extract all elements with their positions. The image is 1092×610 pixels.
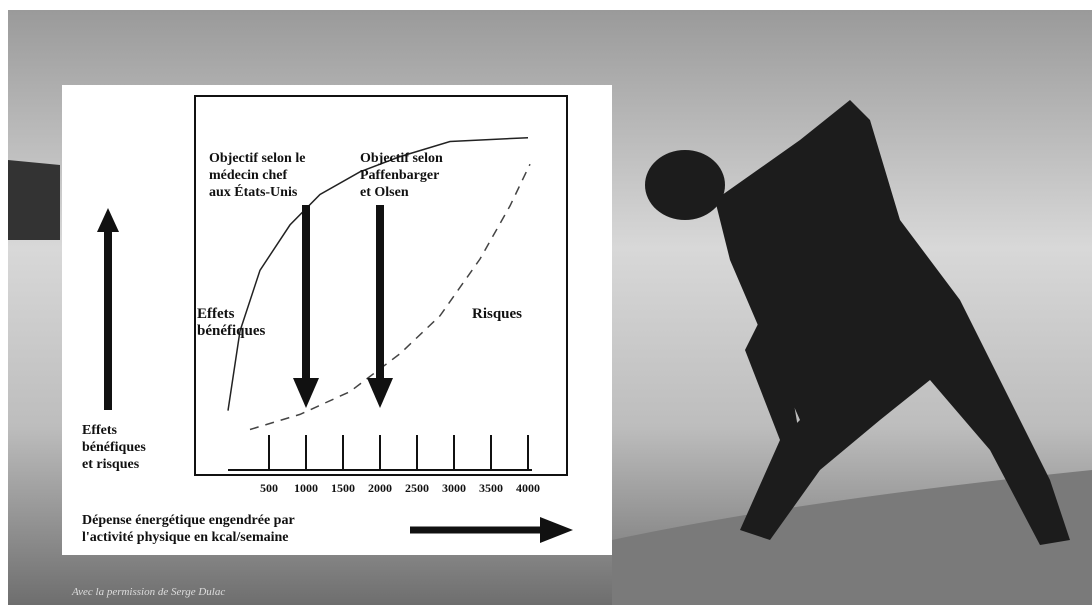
annotation: Paffenbarger (360, 168, 439, 183)
annotation: Objectif selon le (209, 151, 305, 166)
x-tick-label: 3000 (442, 481, 466, 495)
credit: Avec la permission de Serge Dulac (71, 586, 225, 598)
y-axis-label: et risques (82, 457, 140, 472)
annotation: médecin chef (209, 168, 287, 183)
fo: Effets bénéfiques (197, 306, 297, 346)
page: Avec la permission de Serge Dulac 500 100… (0, 0, 1092, 605)
x-axis-label: Dépense énergétique engendrée par (82, 513, 295, 528)
x-tick-label: 500 (260, 481, 278, 495)
fo: Risques (472, 306, 552, 346)
x-tick-label: 2000 (368, 481, 392, 495)
x-tick-label: 4000 (516, 481, 540, 495)
annotation: aux États-Unis (209, 183, 298, 200)
x-tick-label: 1000 (294, 481, 318, 495)
annotation: Objectif selon (360, 151, 443, 166)
series-label: Risques (472, 306, 552, 323)
series-label: Effets bénéfiques (197, 306, 297, 340)
x-tick-label: 2500 (405, 481, 429, 495)
figure: Avec la permission de Serge Dulac 500 100… (0, 0, 1092, 605)
y-axis-label: Effets (82, 423, 118, 438)
y-axis-label: bénéfiques (82, 440, 146, 455)
x-tick-label: 1500 (331, 481, 355, 495)
rock (8, 160, 60, 240)
x-tick-label: 3500 (479, 481, 503, 495)
annotation: et Olsen (360, 185, 409, 200)
x-axis-label: l'activité physique en kcal/semaine (82, 530, 289, 545)
